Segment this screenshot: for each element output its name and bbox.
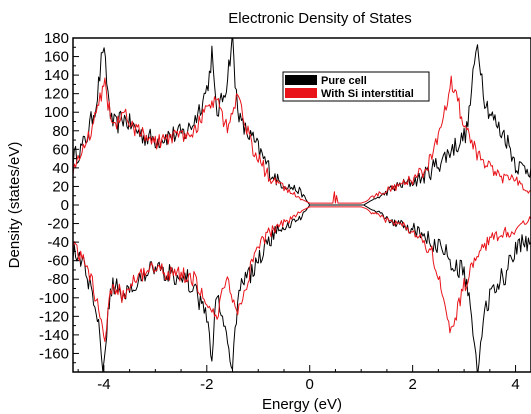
y-tick-label: -80 <box>47 271 69 288</box>
series-line-si-interstitial-spin-down <box>73 206 531 342</box>
legend: Pure cell With Si interstitial <box>282 71 430 102</box>
y-tick-label: 180 <box>44 30 69 47</box>
x-tick-label: 0 <box>306 376 314 393</box>
y-tick-label: 140 <box>44 67 69 84</box>
y-tick-label: -60 <box>47 253 69 270</box>
axis-ticks: 180160140120100806040200-20-40-60-80-100… <box>39 30 520 393</box>
x-tick-label: 2 <box>408 376 416 393</box>
y-tick-label: -100 <box>39 290 69 307</box>
legend-swatch-pure-cell <box>285 75 317 85</box>
y-tick-label: 120 <box>44 86 69 103</box>
x-tick-label: 4 <box>511 376 519 393</box>
series-line-pure-cell-spin-up <box>73 38 531 206</box>
x-tick-label: -2 <box>200 376 213 393</box>
y-tick-label: 60 <box>52 141 69 158</box>
y-tick-label: -20 <box>47 216 69 233</box>
y-tick-label: 160 <box>44 49 69 66</box>
y-tick-label: 100 <box>44 104 69 121</box>
y-tick-label: -140 <box>39 327 69 344</box>
x-axis-title: Energy (eV) <box>262 396 342 413</box>
legend-label-pure-cell: Pure cell <box>321 75 367 87</box>
y-tick-label: 80 <box>52 123 69 140</box>
y-tick-label: 0 <box>61 197 69 214</box>
y-axis-title: Density (states/eV) <box>6 142 23 269</box>
y-tick-label: 20 <box>52 178 69 195</box>
y-tick-label: 40 <box>52 160 69 177</box>
legend-swatch-si-interstitial <box>285 88 317 98</box>
chart-title: Electronic Density of States <box>228 10 411 27</box>
y-tick-label: -120 <box>39 308 69 325</box>
legend-label-si-interstitial: With Si interstitial <box>321 88 414 100</box>
y-tick-label: -160 <box>39 345 69 362</box>
y-tick-label: -40 <box>47 234 69 251</box>
x-tick-label: -4 <box>97 376 110 393</box>
series-line-si-interstitial-spin-up <box>73 75 531 204</box>
